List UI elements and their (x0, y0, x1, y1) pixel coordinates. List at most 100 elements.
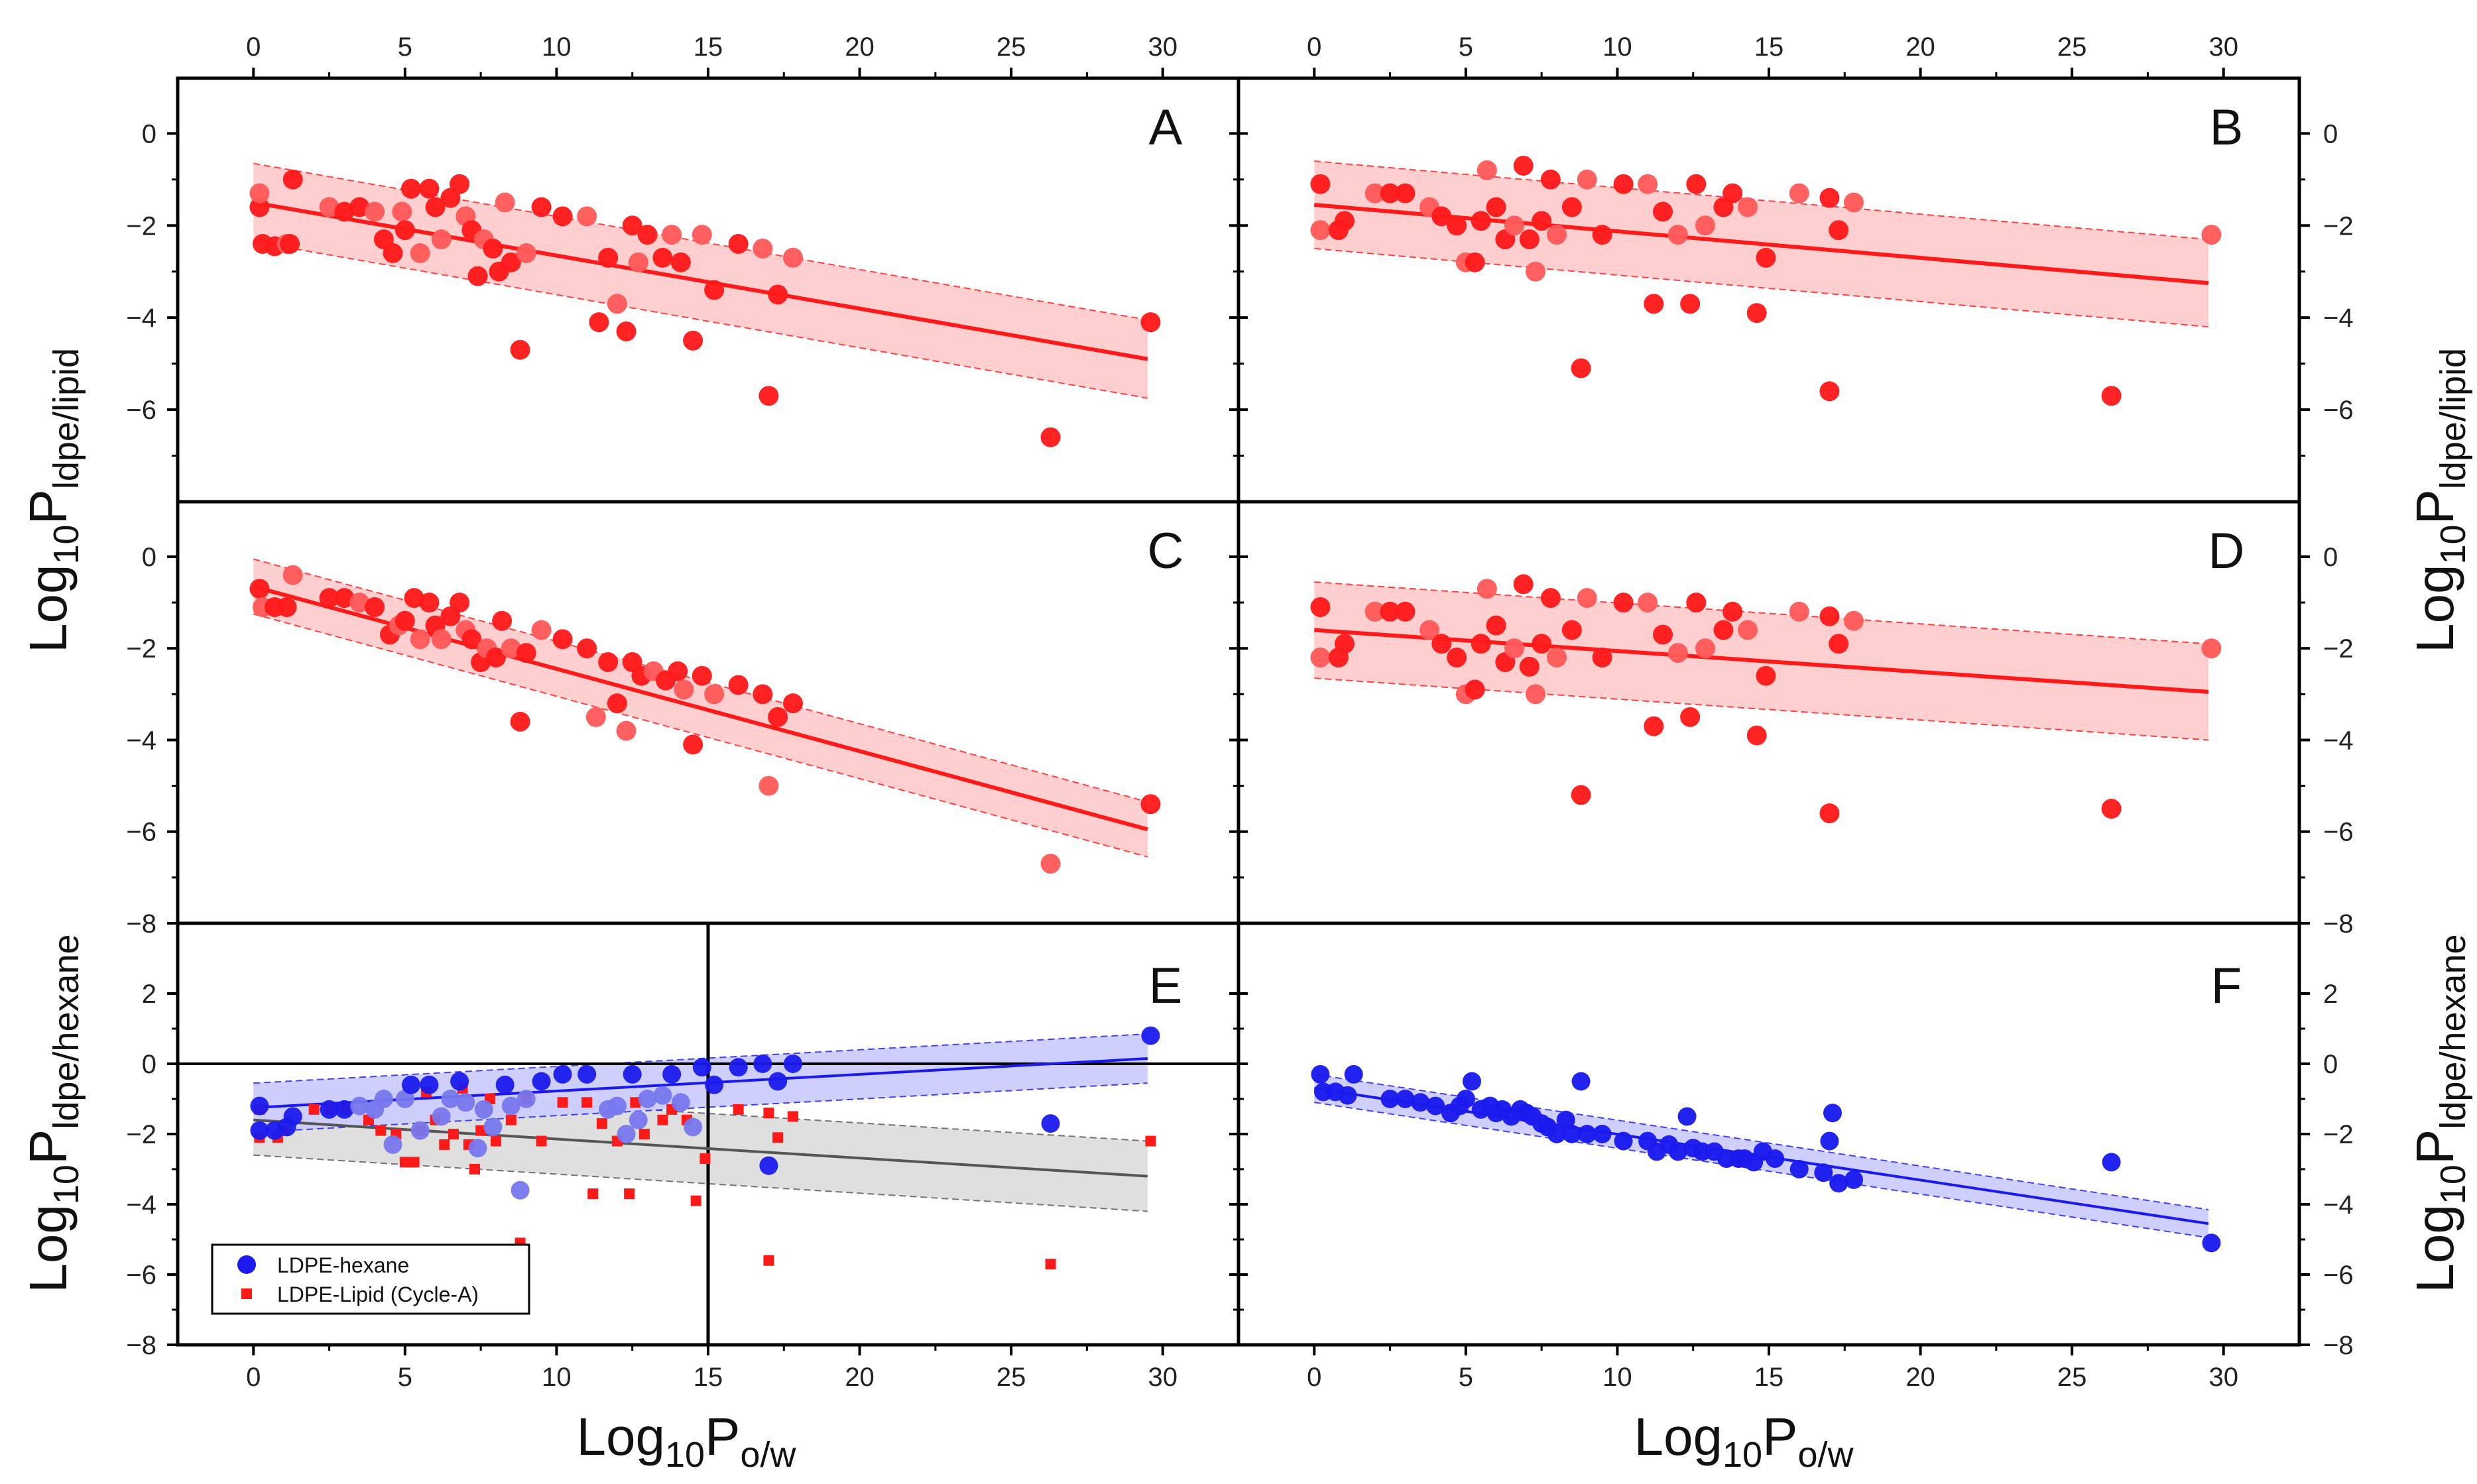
panel-A-point-49 (753, 238, 773, 258)
panel-B-point-11 (1465, 252, 1485, 272)
panel-F-point-44 (1789, 1160, 1809, 1178)
panel-D-point-40 (1789, 601, 1809, 622)
y-tick-label-right-0-0: 0 (2323, 119, 2338, 148)
panel-D-point-38 (1746, 725, 1767, 746)
panel-A-point-0 (249, 197, 270, 217)
panel-A-point-19 (431, 229, 452, 250)
panel-C-point-3 (276, 597, 297, 617)
y-axis-title-left-hexane: Log10Pldpe/hexane (19, 934, 86, 1292)
x-tick-label-top-0-30: 30 (1148, 32, 1178, 62)
panel-C-point-45 (753, 684, 773, 705)
panel-C-point-14 (419, 593, 440, 613)
panel-E-lipid-point-41 (763, 1108, 774, 1119)
panel-F-point-3 (1338, 1086, 1357, 1105)
panel-E-hexane-point-21 (483, 1117, 503, 1137)
panel-E-hexane-point-11 (395, 1090, 414, 1108)
x-tick-label-bottom-0-20: 20 (845, 1363, 875, 1392)
panel-A-point-43 (662, 225, 682, 245)
y-tick-label-left-1-0: 0 (142, 543, 156, 572)
panel-A-point-15 (401, 178, 421, 199)
y-tick-label-right-2--6: −6 (2323, 1261, 2354, 1290)
panel-E-hexane-point-18 (456, 1093, 475, 1112)
panel-B-point-27 (1613, 174, 1634, 194)
panel-A-point-10 (365, 201, 385, 222)
panel-F-point-23 (1547, 1125, 1566, 1143)
panel-E-hexane-point-20 (474, 1100, 493, 1119)
panel-E-hexane-point-22 (495, 1075, 514, 1094)
panel-E-hexane-point-14 (420, 1075, 439, 1094)
panel-E-lipid-point-28 (581, 1097, 593, 1108)
panel-B-point-41 (1819, 188, 1840, 208)
panel-E-hexane-point-39 (692, 1058, 711, 1077)
panel-E-lipid-point-20 (475, 1125, 487, 1136)
panel-D-point-16 (1504, 638, 1524, 659)
panel-D-point-0 (1310, 597, 1331, 617)
panel-E-hexane-point-0 (250, 1096, 269, 1115)
panel-C-point-18 (450, 593, 470, 613)
panel-D-point-13 (1477, 579, 1497, 599)
y-tick-label-left-1--6: −6 (126, 818, 156, 847)
panel-E-hexane-point-16 (441, 1090, 460, 1108)
panel-F-point-51 (2202, 1233, 2221, 1253)
panel-E-lipid-point-4 (308, 1104, 320, 1115)
panel-E-hexane-point-47 (1141, 1026, 1160, 1045)
panel-E-lipid-point-45 (1045, 1259, 1056, 1270)
panel-E-lipid-point-10 (399, 1157, 410, 1168)
panel-D-point-32 (1680, 707, 1701, 727)
panel-D-point-14 (1486, 615, 1506, 636)
panel-A-point-52 (783, 247, 803, 268)
x-tick-label-top-0-25: 25 (997, 32, 1026, 62)
panel-F-point-6 (1396, 1090, 1415, 1108)
panel-D-point-42 (1829, 634, 1849, 654)
x-tick-label-bottom-1-15: 15 (1754, 1363, 1784, 1392)
x-tick-label-bottom-0-30: 30 (1148, 1363, 1178, 1392)
panel-D (1310, 574, 2222, 824)
panel-F-point-4 (1344, 1064, 1363, 1084)
panel-C-point-29 (552, 629, 573, 650)
panel-E-hexane-point-15 (432, 1107, 451, 1126)
y-tick-label-right-2-2: 2 (2323, 980, 2338, 1009)
y-tick-label-left-0--2: −2 (126, 211, 156, 241)
panel-D-band-upper (1314, 581, 2208, 645)
panel-A-point-12 (383, 243, 403, 263)
panel-F (1311, 1064, 2221, 1253)
x-tick-label-bottom-0-10: 10 (542, 1363, 572, 1392)
titles-layer: Log10Po/w Log10Po/w Log10Pldpe/lipid Log… (19, 348, 2473, 1475)
panel-D-point-5 (1380, 601, 1400, 622)
panel-E-hexane-point-45 (784, 1055, 802, 1073)
panel-B-point-31 (1667, 225, 1688, 245)
panel-B-point-3 (1335, 211, 1355, 231)
legend-box (211, 1243, 530, 1315)
panel-C-point-31 (585, 707, 606, 727)
panel-F-point-34 (1677, 1107, 1697, 1126)
panel-A-point-30 (510, 339, 530, 360)
panel-B-point-44 (1819, 381, 1840, 402)
x-tick-label-top-1-20: 20 (1905, 32, 1935, 62)
panel-F-band-lower (1314, 1102, 2209, 1239)
y-tick-label-right-2--8: −8 (2323, 1331, 2354, 1360)
panel-E-hexane-point-35 (653, 1086, 672, 1105)
panel-D-point-41 (1819, 606, 1840, 626)
y-tick-label-right-0--2: −2 (2323, 211, 2354, 241)
panel-D-point-31 (1667, 643, 1688, 663)
panel-E-lipid-point-15 (439, 1139, 450, 1150)
x-tick-label-bottom-0-5: 5 (398, 1363, 412, 1392)
panel-C-point-49 (1040, 854, 1061, 874)
y-tick-label-right-2--2: −2 (2323, 1120, 2354, 1149)
panel-E-lipid-point-27 (557, 1097, 568, 1108)
panel-A-point-46 (692, 225, 712, 245)
panel-C-point-26 (510, 711, 530, 732)
panel-D-point-22 (1547, 648, 1567, 668)
panel-E-hexane-point-7 (350, 1096, 369, 1115)
panel-D-point-28 (1638, 593, 1658, 613)
panel-D-point-9 (1447, 648, 1467, 668)
panel-B-point-30 (1653, 201, 1673, 222)
panel-E-hexane-point-4 (283, 1107, 302, 1126)
panel-D-point-43 (1844, 610, 1864, 631)
panel-E-hexane-point-36 (662, 1064, 682, 1084)
panel-C-point-0 (249, 579, 270, 599)
panel-A-point-9 (349, 197, 370, 217)
panel-E-lipid-point-42 (772, 1132, 784, 1143)
panel-E-hexane-point-10 (383, 1135, 402, 1154)
panel-F-point-43 (1766, 1149, 1785, 1169)
